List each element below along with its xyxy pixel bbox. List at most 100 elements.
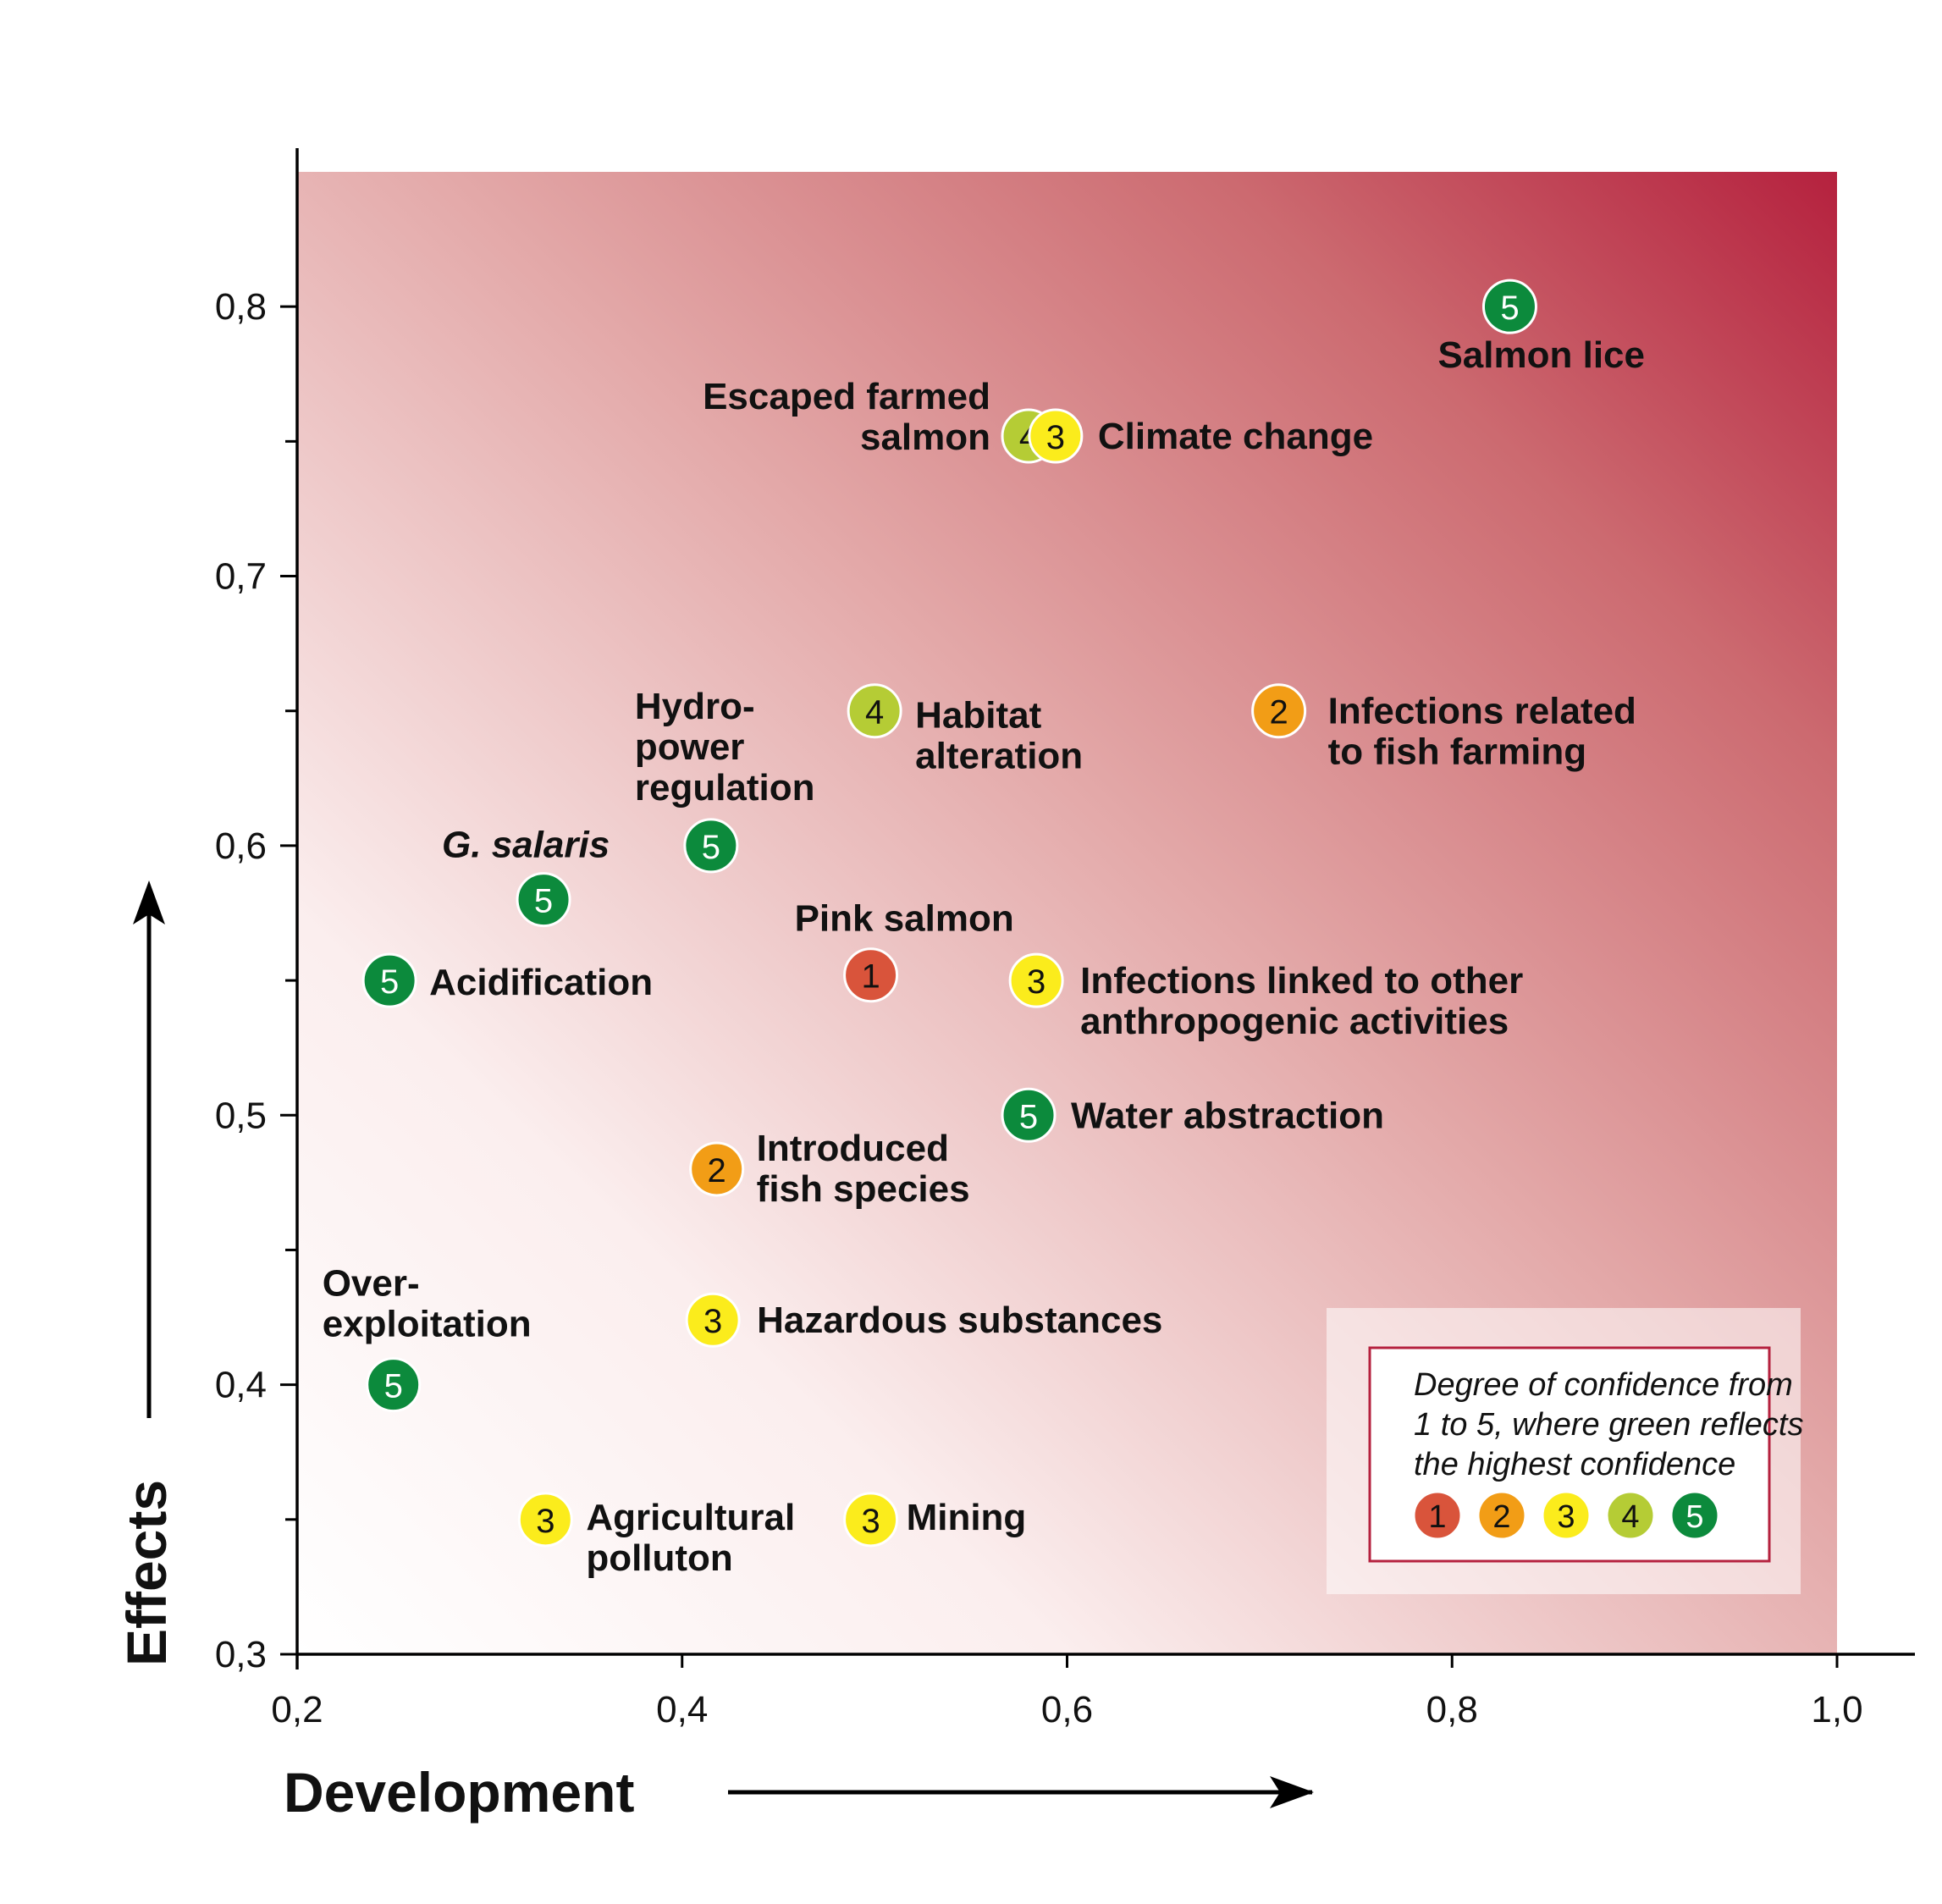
legend-bubble-number: 5 bbox=[1685, 1499, 1703, 1535]
confidence-number: 5 bbox=[1019, 1098, 1038, 1135]
x-axis-title-group: Development bbox=[284, 1761, 1314, 1824]
legend-bubble-number: 2 bbox=[1492, 1499, 1510, 1535]
confidence-number: 3 bbox=[703, 1303, 722, 1340]
x-tick-label: 0,2 bbox=[271, 1689, 323, 1730]
confidence-bubble bbox=[843, 1492, 899, 1548]
y-tick-label: 0,8 bbox=[215, 286, 267, 328]
legend-title-line: Degree of confidence from bbox=[1414, 1367, 1793, 1403]
confidence-number: 2 bbox=[1269, 694, 1288, 731]
point-label: Introduced bbox=[757, 1128, 949, 1169]
point-label: Over- bbox=[323, 1263, 420, 1305]
y-axis-title: Effects bbox=[115, 1480, 178, 1666]
confidence-bubble bbox=[1001, 1087, 1057, 1143]
point-label: Mining bbox=[907, 1497, 1027, 1538]
confidence-bubble bbox=[843, 947, 899, 1003]
point-label: G. salaris bbox=[442, 825, 610, 866]
confidence-bubble bbox=[1481, 279, 1537, 334]
legend: Degree of confidence from 1 to 5, where g… bbox=[1327, 1308, 1803, 1594]
x-tick-label: 1,0 bbox=[1811, 1689, 1862, 1730]
x-tick-label: 0,8 bbox=[1426, 1689, 1478, 1730]
legend-bubble bbox=[1541, 1490, 1592, 1541]
confidence-bubble bbox=[847, 683, 902, 739]
point-label: Pink salmon bbox=[795, 898, 1014, 940]
point-label: to fish farming bbox=[1328, 731, 1587, 773]
point-label: Acidification bbox=[429, 962, 653, 1003]
data-point: 5 G. salaris bbox=[442, 825, 610, 928]
point-label: Agricultural bbox=[586, 1497, 795, 1538]
confidence-number: 5 bbox=[1500, 290, 1519, 327]
point-label: Infections related bbox=[1328, 691, 1636, 732]
data-point: 5 Over-exploitation bbox=[323, 1263, 532, 1413]
x-tick-label: 0,4 bbox=[656, 1689, 708, 1730]
x-direction-arrowhead bbox=[1270, 1776, 1314, 1808]
legend-bubble-number: 4 bbox=[1621, 1499, 1639, 1535]
confidence-bubble bbox=[366, 1357, 422, 1413]
point-label: exploitation bbox=[323, 1304, 532, 1345]
legend-bubble-number: 3 bbox=[1557, 1499, 1575, 1535]
y-tick-label: 0,3 bbox=[215, 1634, 267, 1675]
point-label: anthropogenic activities bbox=[1080, 1001, 1509, 1042]
confidence-bubble bbox=[1008, 952, 1064, 1008]
legend-bubble-number: 1 bbox=[1428, 1499, 1446, 1535]
legend-bubble bbox=[1476, 1490, 1527, 1541]
confidence-number: 3 bbox=[536, 1503, 554, 1540]
data-point: 3 Infections linked to otheranthropogenic… bbox=[1008, 952, 1523, 1042]
confidence-number: 5 bbox=[380, 963, 399, 1001]
point-label: power bbox=[635, 726, 745, 768]
confidence-bubble bbox=[683, 818, 739, 874]
y-tick-label: 0,6 bbox=[215, 825, 267, 867]
confidence-number: 1 bbox=[861, 958, 880, 996]
confidence-bubble bbox=[361, 952, 417, 1008]
point-label: Salmon lice bbox=[1437, 334, 1645, 376]
data-point: 5 Salmon lice bbox=[1437, 279, 1645, 376]
y-direction-arrowhead bbox=[133, 880, 165, 924]
axes bbox=[295, 148, 1915, 1669]
data-point: 3 Mining bbox=[843, 1492, 1027, 1548]
confidence-bubble bbox=[1251, 683, 1307, 739]
point-label: Escaped farmed bbox=[703, 376, 990, 417]
point-label: salmon bbox=[860, 417, 990, 458]
confidence-bubble bbox=[1028, 408, 1084, 464]
confidence-bubble bbox=[516, 872, 571, 928]
point-label: Hazardous substances bbox=[757, 1300, 1162, 1341]
x-axis-title: Development bbox=[284, 1761, 634, 1824]
legend-title-line: the highest confidence bbox=[1414, 1447, 1735, 1482]
point-label: polluton bbox=[586, 1537, 733, 1579]
y-tick-label: 0,5 bbox=[215, 1095, 267, 1136]
y-axis-title-group: Effects bbox=[115, 880, 178, 1666]
legend-bubble bbox=[1605, 1490, 1656, 1541]
confidence-number: 5 bbox=[534, 883, 553, 920]
point-label: Hydro- bbox=[635, 686, 755, 727]
confidence-number: 3 bbox=[861, 1503, 880, 1540]
confidence-bubble bbox=[517, 1492, 573, 1548]
confidence-number: 3 bbox=[1027, 963, 1045, 1001]
confidence-number: 4 bbox=[865, 694, 884, 731]
point-label: Climate change bbox=[1098, 416, 1373, 457]
data-point: 5 Acidification bbox=[361, 952, 653, 1008]
legend-bubble bbox=[1412, 1490, 1463, 1541]
x-tick-label: 0,6 bbox=[1041, 1689, 1093, 1730]
y-tick-label: 0,7 bbox=[215, 556, 267, 598]
point-label: fish species bbox=[757, 1168, 970, 1210]
point-label: regulation bbox=[635, 767, 815, 809]
point-label: alteration bbox=[915, 736, 1083, 777]
confidence-bubble bbox=[689, 1141, 745, 1197]
confidence-bubble bbox=[685, 1292, 741, 1348]
data-point: 3 Hazardous substances bbox=[685, 1292, 1162, 1348]
confidence-number: 2 bbox=[708, 1152, 726, 1189]
y-tick-label: 0,4 bbox=[215, 1365, 267, 1406]
point-label: Infections linked to other bbox=[1080, 960, 1523, 1002]
data-point: 3 Climate change bbox=[1028, 408, 1373, 464]
legend-bubble bbox=[1669, 1490, 1720, 1541]
data-point: 1 Pink salmon bbox=[795, 898, 1014, 1003]
confidence-number: 5 bbox=[702, 829, 720, 866]
data-point: 5 Water abstraction bbox=[1001, 1087, 1384, 1143]
point-label: Water abstraction bbox=[1071, 1095, 1384, 1136]
